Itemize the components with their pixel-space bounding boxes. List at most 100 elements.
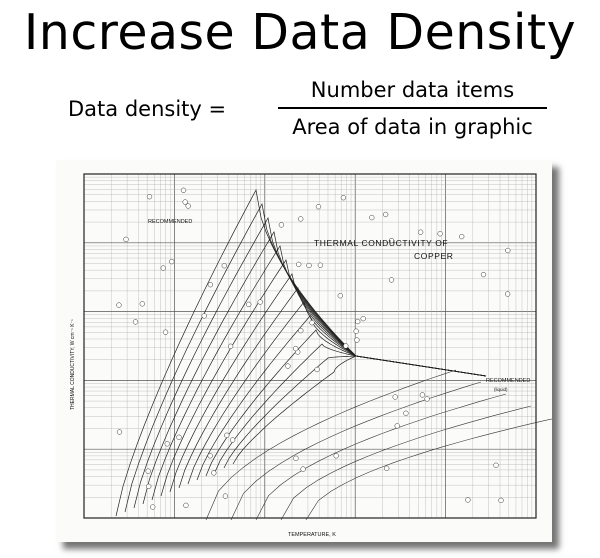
curve-label-marker [222,493,229,499]
curve-label-marker [354,337,360,343]
curve-label-marker [221,263,227,269]
curve-label-marker [180,187,187,193]
curve-label-marker [185,203,191,209]
curve-label-marker [382,211,389,218]
curve-label-marker [293,345,299,352]
slide-title: Increase Data Density [23,4,577,61]
curve-label-marker [246,301,252,308]
formula-numerator: Number data items [310,78,515,102]
conductivity-curve [205,329,487,477]
curve-label-marker [459,233,465,240]
curve-label-marker [132,319,139,325]
curve-label-marker [227,343,234,349]
conductivity-curve [255,393,507,521]
conductivity-curve [196,315,487,481]
curve-label-marker [309,320,315,326]
curve-label-marker [146,194,153,200]
x-axis-label: TEMPERATURE, K [288,532,336,538]
annotation-recommended-right: RECOMMENDED [486,378,530,384]
conductivity-curve [230,381,482,521]
curve-label-marker [211,470,217,476]
data-markers [116,187,511,510]
curve-label-marker [306,262,312,269]
curve-label-marker [340,195,347,201]
curve-label-marker [293,455,299,461]
annotation-recommended-left: RECOMMENDED [148,219,192,225]
curve-label-marker [465,497,471,503]
curve-label-marker [224,432,230,438]
curve-label-marker [384,465,390,471]
curve-label-marker [317,262,324,268]
curve-label-marker [355,318,361,325]
conductivity-curve [151,245,487,501]
scanned-chart: THERMAL CONDUCTIVITY OF COPPER RECOMMEND… [56,160,552,542]
curve-label-marker [257,299,263,305]
curve-label-marker [145,468,151,474]
curve-label-marker [369,214,375,221]
curve-label-marker [394,423,400,429]
data-curves [115,188,552,521]
curve-label-marker [388,277,395,283]
curve-label-marker [424,396,430,402]
formula-denominator: Area of data in graphic [292,115,533,139]
plot-frame [83,173,537,519]
curve-label-marker [315,204,322,210]
curve-label-marker [314,366,320,373]
curve-label-marker [164,441,170,447]
curve-label-marker [296,261,302,268]
curve-label-marker [388,237,395,244]
curve-label-marker [480,271,487,278]
curve-label-marker [139,301,145,307]
curve-label-marker [504,291,511,297]
conductivity-curve [160,259,487,497]
fraction-bar [278,107,547,109]
curve-label-marker [505,247,511,254]
curve-label-marker [201,313,207,319]
chart-title-line1: THERMAL CONDUCTIVITY OF [314,238,448,248]
curve-label-marker [116,302,122,308]
formula-fraction: Number data items Area of data in graphi… [270,76,555,142]
curve-label-marker [360,315,366,322]
plot-grid [83,174,536,519]
curve-label-marker [403,410,409,416]
y-axis-label: THERMAL CONDUCTIVITY, W cm⁻¹ K⁻¹ [70,319,76,410]
curve-label-marker [160,265,166,271]
conductivity-curve [305,418,552,521]
curve-label-marker [343,343,349,349]
chart-title-line2: COPPER [414,251,454,261]
curve-label-marker [333,453,339,459]
curve-label-marker [298,327,304,334]
curve-label-marker [229,437,236,443]
curve-label-marker [146,483,152,490]
curve-label-marker [392,394,398,400]
conductivity-curve [280,405,532,521]
annotation-liquid: (liquid) [494,387,508,392]
conductivity-curve [178,287,487,489]
curve-label-marker [337,293,343,299]
curve-label-marker [353,328,359,334]
data-density-formula: Data density = Number data items Area of… [0,76,600,146]
curve-label-marker [437,231,443,237]
thermal-conductivity-plot: THERMAL CONDUCTIVITY OF COPPER RECOMMEND… [70,173,552,538]
formula-lhs: Data density = [68,97,227,121]
curve-label-marker [300,466,306,472]
curve-label-marker [182,199,188,205]
curve-label-marker [207,453,213,459]
curve-label-marker [493,462,499,468]
curve-label-marker [183,502,189,509]
curve-label-marker [169,258,175,265]
curve-label-marker [150,504,156,510]
curve-label-marker [278,222,285,228]
curve-label-marker [417,229,424,235]
curve-label-marker [298,216,304,222]
conductivity-curve [205,369,457,521]
curve-label-marker [285,363,291,369]
curve-label-marker [207,282,214,288]
curve-label-marker [116,429,123,435]
conductivity-curve [232,355,487,465]
curve-label-marker [123,236,129,243]
curve-label-marker [176,434,182,440]
curve-label-marker [162,329,169,335]
curve-label-marker [419,392,426,398]
curve-label-marker [498,497,504,504]
